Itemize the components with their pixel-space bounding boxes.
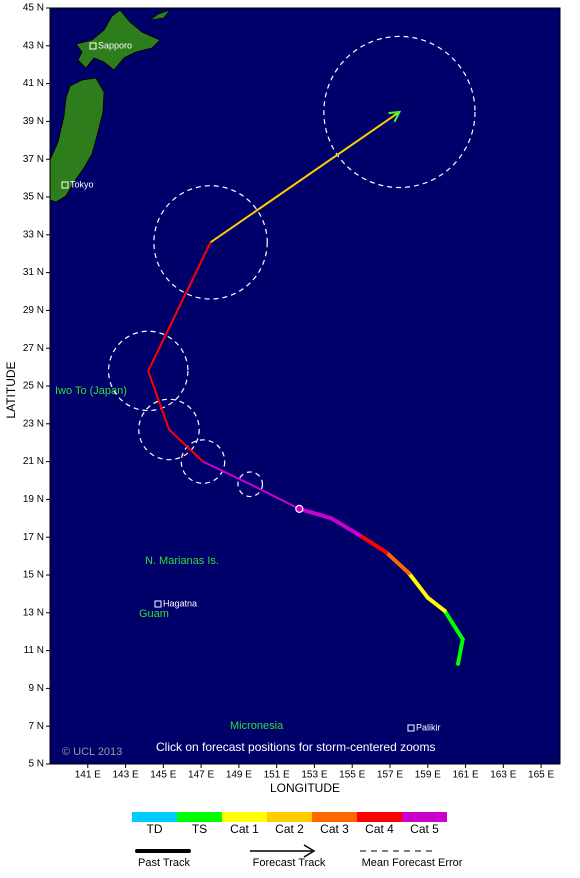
forecast-error-circle[interactable]	[107, 330, 189, 412]
city-marker	[61, 181, 69, 189]
x-tick-label: 165 E	[528, 770, 554, 781]
legend-swatch	[132, 812, 177, 822]
forecast-track-segment	[168, 428, 204, 463]
y-tick-label: 23 N	[23, 418, 44, 429]
y-tick-label: 43 N	[23, 40, 44, 51]
x-axis-title: LONGITUDE	[270, 781, 340, 795]
forecast-error-circle[interactable]	[323, 35, 476, 189]
city-label: Hagatna	[163, 598, 197, 608]
region-label: Iwo To (Japan)	[55, 385, 127, 397]
legend-swatch	[222, 812, 267, 822]
forecast-error-circle[interactable]	[138, 398, 200, 461]
x-tick-label: 149 E	[226, 770, 252, 781]
y-tick-label: 25 N	[23, 381, 44, 392]
legend-swatch	[312, 812, 357, 822]
y-tick-label: 7 N	[28, 721, 44, 732]
x-tick-label: 163 E	[490, 770, 516, 781]
past-track-segment	[297, 506, 334, 521]
x-tick-label: 151 E	[264, 770, 290, 781]
city-marker	[154, 600, 162, 608]
forecast-track-segment	[209, 111, 401, 244]
x-tick-label: 145 E	[150, 770, 176, 781]
forecast-track-segment	[147, 241, 212, 372]
city-marker	[89, 42, 97, 50]
legend-label: Cat 4	[365, 822, 394, 836]
y-tick-label: 41 N	[23, 78, 44, 89]
x-tick-label: 143 E	[112, 770, 138, 781]
land	[49, 9, 172, 203]
forecast-track-segment	[147, 370, 170, 430]
past-track-segment	[384, 550, 411, 576]
forecast-error-circle[interactable]	[153, 185, 268, 300]
legend-swatch	[177, 812, 222, 822]
forecast-track-label: Forecast Track	[253, 857, 326, 869]
y-tick-label: 45 N	[23, 3, 44, 14]
honshu	[49, 77, 105, 203]
legend-label: Cat 2	[275, 822, 304, 836]
x-tick-label: 147 E	[188, 770, 214, 781]
y-tick-label: 9 N	[28, 683, 44, 694]
x-tick-label: 157 E	[377, 770, 403, 781]
ocean	[50, 8, 560, 764]
past-track-segment	[442, 608, 465, 642]
forecast-error-circle[interactable]	[180, 439, 226, 484]
copyright: © UCL 2013	[62, 746, 122, 758]
y-tick-label: 11 N	[24, 645, 44, 656]
x-tick-label: 153 E	[301, 770, 327, 781]
zoom-note[interactable]: Click on forecast positions for storm-ce…	[156, 740, 435, 754]
past-track-segment	[456, 637, 465, 666]
x-tick-label: 141 E	[75, 770, 101, 781]
y-tick-label: 17 N	[23, 532, 44, 543]
past-track-label: Past Track	[138, 857, 190, 869]
past-track-segment	[329, 516, 362, 538]
hokkaido	[75, 9, 161, 71]
track-key: Past Track Forecast Track Mean Forecast …	[135, 844, 463, 869]
y-tick-label: 35 N	[23, 192, 44, 203]
x-tick-label: 155 E	[339, 770, 365, 781]
kuril	[149, 9, 172, 21]
legend-swatch	[402, 812, 447, 822]
error-label: Mean Forecast Error	[362, 857, 463, 869]
city-label: Sapporo	[98, 40, 132, 50]
past-track-segment	[357, 533, 389, 555]
y-axis-title: LATITUDE	[4, 361, 18, 418]
x-tick-label: 161 E	[452, 770, 478, 781]
legend-swatch	[357, 812, 402, 822]
legend-label: Cat 1	[230, 822, 259, 836]
y-tick-label: 21 N	[23, 456, 44, 467]
y-tick-label: 37 N	[23, 154, 44, 165]
past-track-segment	[406, 571, 430, 600]
region-label: Micronesia	[230, 720, 284, 732]
current-position[interactable]	[295, 504, 304, 513]
region-label: Guam	[139, 608, 169, 620]
legend-label: Cat 3	[320, 822, 349, 836]
forecast-track-segment	[249, 483, 300, 510]
legend-label: TS	[192, 822, 207, 836]
y-tick-label: 19 N	[23, 494, 44, 505]
y-tick-label: 29 N	[23, 305, 44, 316]
y-tick-label: 33 N	[23, 229, 44, 240]
forecast-arrow	[388, 110, 402, 123]
region-label: N. Marianas Is.	[145, 555, 219, 567]
y-tick-label: 13 N	[23, 607, 44, 618]
x-tick-label: 159 E	[415, 770, 441, 781]
city-label: Palikir	[416, 722, 441, 732]
forecast-arrow-key	[303, 844, 316, 858]
legend-label: TD	[147, 822, 163, 836]
past-track-segment	[425, 595, 447, 613]
city-label: Tokyo	[70, 179, 94, 189]
forecast-error-circle[interactable]	[237, 471, 264, 498]
y-tick-label: 31 N	[23, 267, 44, 278]
legend-label: Cat 5	[410, 822, 439, 836]
city-marker	[407, 724, 415, 732]
y-tick-label: 5 N	[28, 759, 44, 770]
y-tick-label: 27 N	[23, 343, 44, 354]
y-tick-label: 39 N	[23, 116, 44, 127]
forecast-track-segment	[202, 460, 251, 486]
legend-swatch	[267, 812, 312, 822]
y-tick-label: 15 N	[23, 570, 44, 581]
